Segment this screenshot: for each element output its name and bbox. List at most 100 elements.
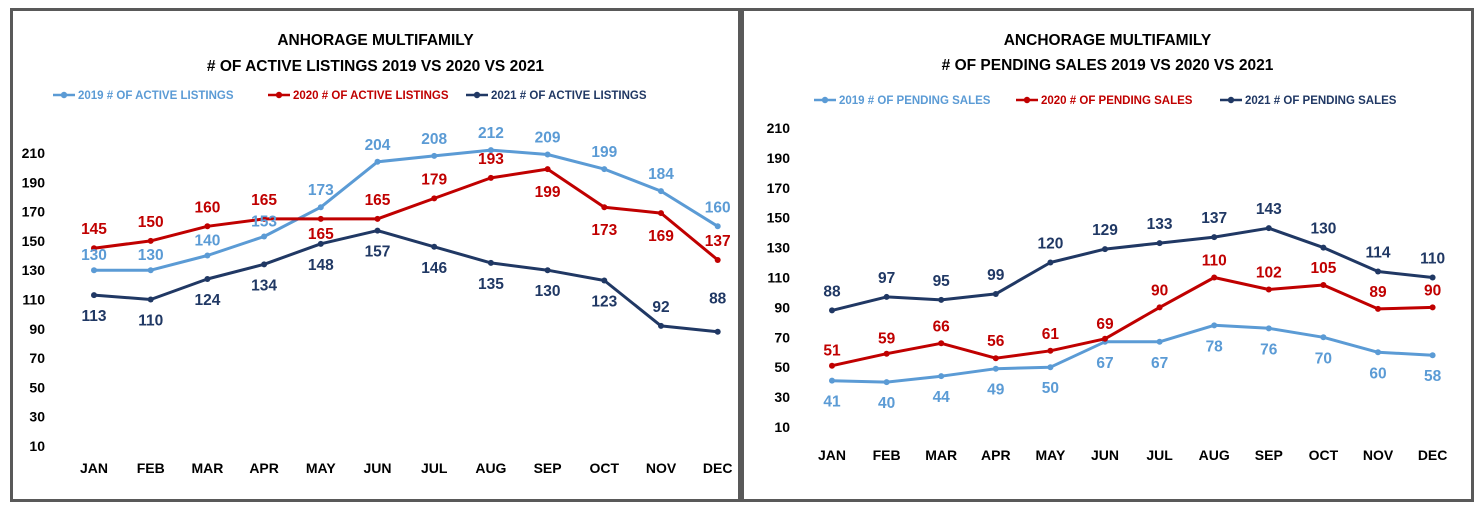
data-label: 173: [591, 222, 617, 239]
legend-label: 2021 # OF ACTIVE LISTINGS: [491, 90, 647, 102]
data-label: 145: [81, 221, 107, 238]
data-point: [1320, 281, 1327, 288]
data-point: [1320, 244, 1327, 251]
data-label: 97: [878, 270, 895, 287]
y-tick-label: 10: [774, 419, 790, 435]
legend-entry: 2021 # OF ACTIVE LISTINGS: [466, 90, 647, 102]
series-2: [829, 274, 1436, 369]
data-point: [601, 166, 608, 173]
y-tick-label: 70: [29, 350, 45, 366]
series-line: [831, 323, 1433, 384]
legend-swatch-marker: [275, 91, 283, 99]
series-line: [93, 229, 718, 334]
data-point: [1211, 274, 1218, 281]
data-label: 61: [1042, 326, 1060, 343]
data-point: [374, 227, 381, 234]
legend-swatch-marker: [60, 91, 68, 99]
data-label: 90: [1151, 282, 1168, 299]
data-point: [431, 243, 438, 250]
x-tick-label: SEP: [1255, 447, 1283, 463]
data-label: 90: [1424, 282, 1441, 299]
data-label: 157: [365, 244, 391, 261]
series-1: [91, 147, 721, 274]
data-point: [374, 158, 381, 165]
data-point: [544, 166, 551, 173]
x-tick-label: NOV: [1363, 447, 1394, 463]
x-tick-label: OCT: [1309, 447, 1339, 463]
data-point: [1375, 349, 1381, 356]
data-point: [829, 362, 835, 369]
data-label: 76: [1260, 341, 1278, 358]
data-point: [1102, 246, 1108, 253]
data-point: [658, 322, 664, 329]
y-tick-label: 150: [767, 210, 791, 226]
data-label: 169: [648, 228, 674, 245]
data-label: 41: [823, 394, 841, 411]
data-point: [714, 328, 721, 335]
y-tick-label: 50: [774, 359, 790, 375]
x-tick-label: JUN: [363, 460, 391, 476]
y-tick-label: 30: [774, 389, 790, 405]
data-label: 130: [535, 283, 561, 300]
x-tick-label: JUL: [1146, 447, 1173, 463]
data-label: 120: [1037, 236, 1063, 253]
data-label: 130: [81, 247, 107, 264]
data-label: 50: [1042, 380, 1059, 397]
data-point: [1265, 286, 1272, 293]
x-tick-label: AUG: [475, 460, 506, 476]
data-label: 137: [705, 233, 731, 250]
data-label: 143: [1256, 201, 1282, 218]
data-label: 193: [478, 151, 504, 168]
data-label: 110: [1202, 253, 1227, 270]
legend-entry: 2019 # OF PENDING SALES: [814, 95, 991, 107]
data-label: 204: [365, 137, 391, 154]
series-line: [93, 167, 719, 262]
data-label: 208: [421, 131, 447, 148]
data-label: 59: [878, 331, 896, 348]
data-label: 67: [1096, 355, 1113, 372]
x-tick-label: DEC: [1418, 447, 1448, 463]
legend-label: 2019 # OF ACTIVE LISTINGS: [78, 90, 234, 102]
x-tick-label: APR: [981, 447, 1011, 463]
data-point: [544, 267, 551, 274]
x-tick-label: FEB: [873, 447, 901, 463]
pending-sales-chart-panel: ANCHORAGE MULTIFAMILY # OF PENDING SALES …: [741, 8, 1474, 502]
data-label: 123: [591, 293, 617, 310]
y-tick-label: 150: [22, 233, 46, 249]
chart-title-line2: # OF ACTIVE LISTINGS 2019 VS 2020 VS 202…: [207, 58, 545, 75]
series-line: [831, 226, 1433, 312]
data-label: 150: [138, 214, 164, 231]
active-listings-chart: ANHORAGE MULTIFAMILY # OF ACTIVE LISTINGS…: [22, 32, 733, 476]
data-point: [91, 292, 97, 299]
data-point: [1047, 364, 1054, 371]
data-label: 129: [1092, 222, 1118, 239]
data-point: [601, 204, 608, 211]
series-1-labels: 130 130 140 153 173 204 208 212 209 199 184 160: [81, 125, 731, 264]
legend-entry: 2020 # OF PENDING SALES: [1016, 95, 1193, 107]
data-label: 209: [535, 129, 561, 146]
data-point: [1265, 225, 1272, 232]
x-tick-label: MAR: [925, 447, 957, 463]
data-label: 165: [308, 226, 334, 243]
data-point: [883, 350, 890, 357]
y-tick-label: 210: [22, 145, 46, 161]
x-tick-label: SEP: [534, 460, 562, 476]
legend-entry: 2020 # OF ACTIVE LISTINGS: [268, 90, 449, 102]
data-point: [1375, 268, 1381, 275]
data-point: [431, 195, 438, 202]
data-point: [883, 293, 890, 300]
data-label: 137: [1201, 210, 1227, 227]
legend-label: 2019 # OF PENDING SALES: [839, 95, 991, 107]
legend-entry: 2019 # OF ACTIVE LISTINGS: [53, 90, 234, 102]
data-label: 199: [591, 144, 617, 161]
data-point: [1102, 335, 1108, 342]
data-point: [1429, 274, 1436, 281]
data-point: [91, 267, 97, 274]
data-point: [147, 267, 154, 274]
y-tick-label: 70: [774, 329, 790, 345]
data-point: [261, 215, 268, 222]
x-tick-label: AUG: [1199, 447, 1230, 463]
x-tick-label: FEB: [137, 460, 165, 476]
legend-swatch-marker: [821, 96, 829, 104]
